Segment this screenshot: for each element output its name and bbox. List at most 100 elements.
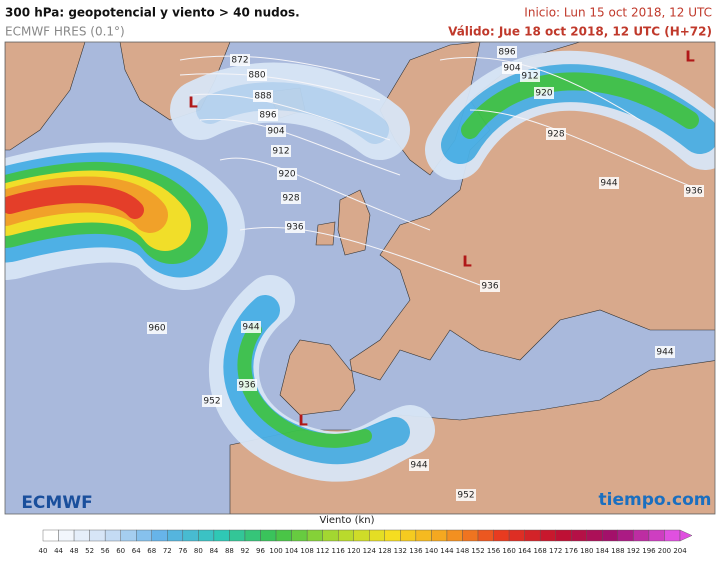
colorbar-tick-label: 80 [194, 547, 203, 555]
colorbar-tick-label: 104 [285, 547, 299, 555]
contour-label: 896 [259, 111, 276, 121]
contour-label-bg [241, 321, 261, 333]
colorbar-bin [555, 529, 572, 542]
colorbar-bin [182, 529, 199, 542]
contour-label: 912 [521, 72, 538, 82]
colorbar-bin [617, 529, 634, 542]
colorbar-bin [151, 529, 168, 542]
colorbar-bin [384, 529, 401, 542]
colorbar-tick-label: 64 [132, 547, 141, 555]
contour-label-bg [502, 62, 522, 74]
colorbar-bin [524, 529, 541, 542]
colorbar-tick-label: 192 [627, 547, 640, 555]
colorbar-tick-label: 144 [440, 547, 454, 555]
low-marker: L [685, 48, 695, 66]
colorbar-tick-label: 148 [456, 547, 469, 555]
colorbar-bin [508, 529, 525, 542]
colorbar-tick-label: 156 [487, 547, 501, 555]
contour-label-bg [655, 346, 675, 358]
low-marker: L [462, 253, 472, 271]
contour-label: 944 [410, 461, 427, 471]
contour-label: 936 [685, 187, 702, 197]
colorbar-tick-label: 172 [549, 547, 562, 555]
colorbar-bin [244, 529, 261, 542]
colorbar-tick-label: 120 [347, 547, 360, 555]
colorbar-bin [586, 529, 603, 542]
init-time: Inicio: Lun 15 oct 2018, 12 UTC [524, 6, 712, 20]
contour-label-bg [266, 125, 286, 137]
contour-label-bg [202, 395, 222, 407]
contour-label-bg [237, 379, 257, 391]
contour-label: 912 [272, 147, 289, 157]
colorbar-bin [431, 529, 448, 542]
contour-label-bg [258, 109, 278, 121]
colorbar-bin [493, 529, 510, 542]
colorbar-tick-label: 188 [611, 547, 624, 555]
colorbar-tick-label: 124 [363, 547, 377, 555]
contour-label: 872 [231, 56, 248, 66]
colorbar-tick-label: 84 [209, 547, 218, 555]
colorbar-tick-label: 140 [425, 547, 438, 555]
tiempo-logo: tiempo.com [599, 490, 712, 510]
colorbar-tick-label: 196 [642, 547, 656, 555]
title: 300 hPa: geopotencial y viento > 40 nudo… [5, 6, 300, 20]
colorbar-bin [275, 529, 292, 542]
contour-label: 896 [498, 48, 515, 58]
colorbar-bin [167, 529, 184, 542]
colorbar-tick-label: 160 [502, 547, 515, 555]
contour-label-bg [534, 87, 554, 99]
colorbar: 40 44 48 52 56 60 64 68 72 76 80 84 88 92 96 100 104 108 1… [39, 529, 693, 555]
contour-label-bg [409, 459, 429, 471]
contour-label: 952 [203, 397, 220, 407]
contour-label: 928 [282, 194, 299, 204]
contour-label-bg [271, 145, 291, 157]
contour-label-bg [684, 185, 704, 197]
contour-label: 904 [267, 127, 284, 137]
model: ECMWF HRES (0.1°) [5, 25, 125, 39]
colorbar-bin [462, 529, 479, 542]
colorbar-tick-label: 112 [316, 547, 329, 555]
colorbar-tick-label: 152 [471, 547, 484, 555]
colorbar-bin [213, 529, 230, 542]
colorbar-arrow [679, 529, 693, 542]
contour-label-bg [247, 69, 267, 81]
colorbar-tick-label: 92 [241, 547, 250, 555]
low-marker: L [188, 94, 198, 112]
colorbar-tick-label: 88 [225, 547, 234, 555]
colorbar-tick-label: 168 [533, 547, 546, 555]
colorbar-bin [633, 529, 650, 542]
colorbar-tick-label: 48 [70, 547, 79, 555]
map [5, 42, 715, 514]
colorbar-bin [571, 529, 587, 542]
colorbar-tick-label: 72 [163, 547, 172, 555]
contour-label: 888 [254, 92, 271, 102]
contour-label: 944 [600, 179, 617, 189]
contour-label-bg [147, 322, 167, 334]
colorbar-tick-label: 184 [596, 547, 610, 555]
contour-label-bg [281, 192, 301, 204]
colorbar-tick-label: 100 [269, 547, 282, 555]
colorbar-tick-label: 180 [580, 547, 593, 555]
colorbar-bin [400, 529, 417, 542]
colorbar-bin [73, 529, 90, 542]
colorbar-bin [198, 529, 215, 542]
colorbar-bin [664, 529, 681, 542]
contour-label: 936 [238, 381, 255, 391]
contour-label: 936 [286, 223, 303, 233]
colorbar-bin [136, 529, 152, 542]
colorbar-bin [369, 529, 386, 542]
contour-label-bg [546, 128, 566, 140]
colorbar-tick-label: 204 [673, 547, 687, 555]
contour-label-bg [230, 54, 250, 66]
colorbar-bin [306, 529, 323, 542]
colorbar-tick-label: 96 [256, 547, 265, 555]
colorbar-bin [446, 529, 463, 542]
contour-label: 952 [457, 491, 474, 501]
colorbar-tick-label: 200 [658, 547, 671, 555]
colorbar-bin [260, 529, 277, 542]
ecmwf-logo: ECMWF [21, 493, 92, 513]
colorbar-bin [337, 529, 354, 542]
colorbar-bin [477, 529, 494, 542]
contour-labels: 8728808888969049129209289368969049129209… [147, 46, 704, 501]
